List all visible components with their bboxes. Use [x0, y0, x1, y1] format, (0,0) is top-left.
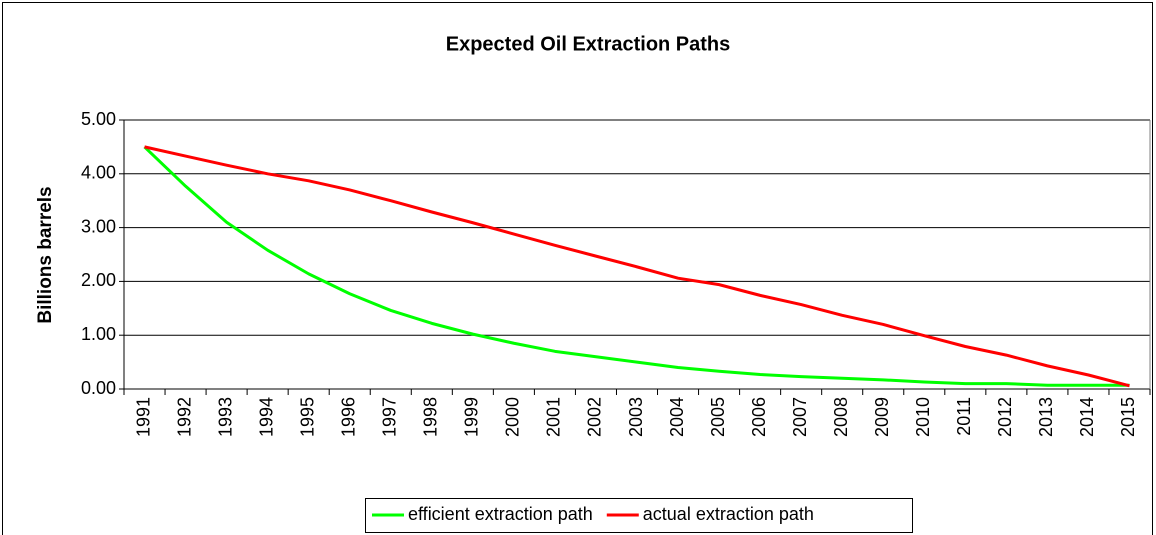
y-axis-label: Billions barrels	[35, 186, 56, 323]
x-tick-label: 2012	[995, 397, 1015, 437]
x-tick-label: 1993	[215, 397, 235, 437]
y-tick-label: 5.00	[81, 109, 116, 129]
legend-box	[365, 498, 913, 533]
x-tick-label: 2010	[913, 397, 933, 437]
y-tick-label: 1.00	[81, 324, 116, 344]
y-tick-label: 3.00	[81, 216, 116, 236]
x-tick-label: 2000	[503, 397, 523, 437]
x-tick-label: 1996	[338, 397, 358, 437]
x-tick-label: 2013	[1036, 397, 1056, 437]
x-tick-label: 2003	[626, 397, 646, 437]
x-tick-label: 2001	[544, 397, 564, 437]
series-line	[143, 145, 1130, 387]
legend-label: actual extraction path	[643, 504, 814, 524]
legend-label: efficient extraction path	[408, 504, 593, 524]
x-tick-label: 2008	[831, 397, 851, 437]
x-tick-label: 2014	[1077, 397, 1097, 437]
x-tick-label: 2011	[954, 397, 974, 436]
x-tick-label: 2009	[872, 397, 892, 437]
y-tick-label: 2.00	[81, 270, 116, 290]
x-tick-label: 2007	[790, 397, 810, 437]
x-tick-label: 1992	[174, 397, 194, 437]
x-tick-label: 2006	[749, 397, 769, 437]
x-tick-label: 2004	[667, 397, 687, 437]
legend: efficient extraction path actual extracti…	[365, 498, 913, 533]
y-tick-label: 4.00	[81, 163, 116, 183]
x-tick-label: 2002	[585, 397, 605, 437]
x-tick-label: 1997	[380, 397, 400, 437]
y-tick-label: 0.00	[81, 378, 116, 398]
series-line	[144, 145, 1130, 388]
x-tick-label: 1999	[462, 397, 482, 437]
x-tick-label: 1995	[297, 397, 317, 437]
x-tick-label: 2015	[1118, 397, 1138, 437]
x-tick-label: 1991	[133, 397, 153, 437]
chart-title: Expected Oil Extraction Paths	[446, 33, 731, 55]
x-tick-label: 2005	[708, 397, 728, 437]
x-tick-label: 1998	[421, 397, 441, 437]
x-tick-label: 1994	[256, 397, 276, 437]
